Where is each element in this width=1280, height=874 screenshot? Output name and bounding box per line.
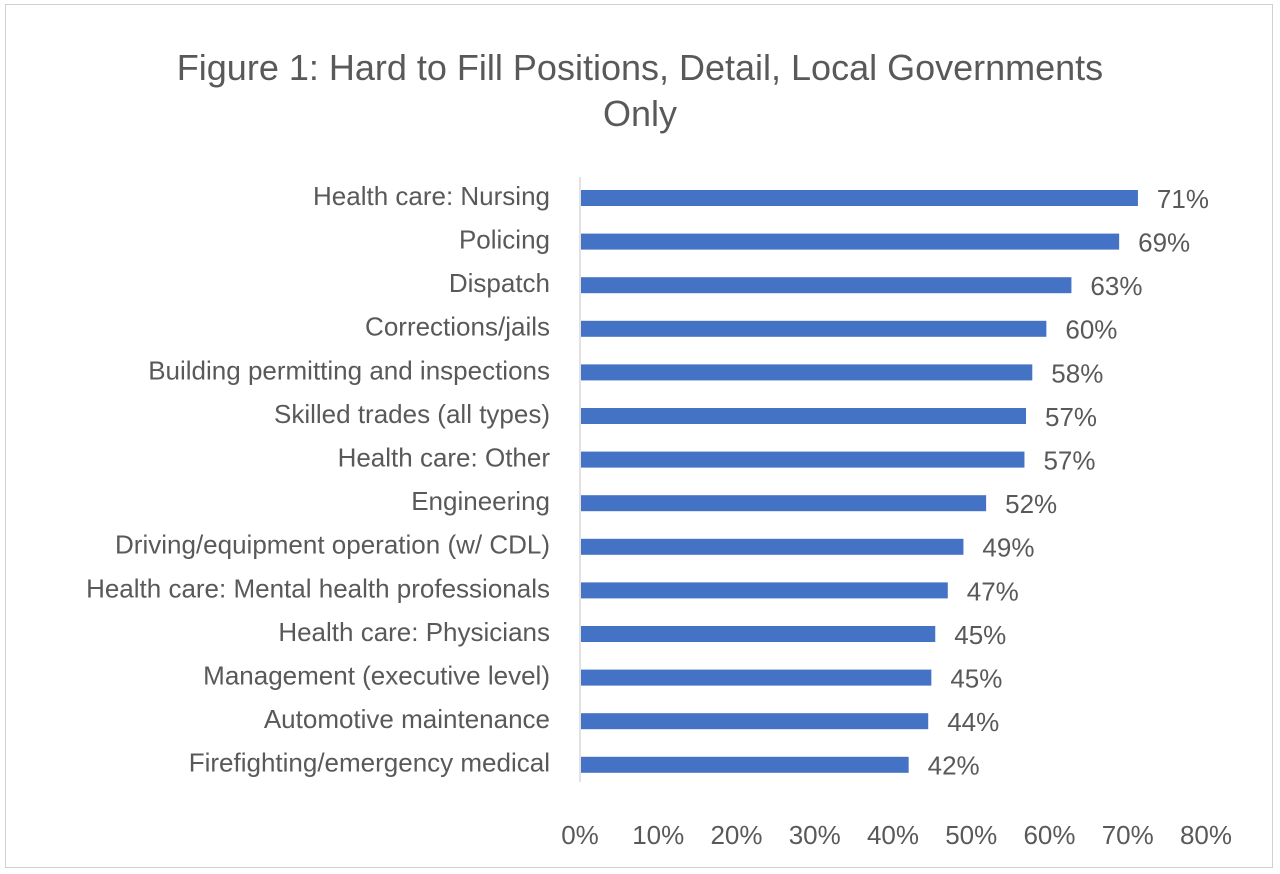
- x-tick-label: 30%: [789, 820, 841, 850]
- data-label: 69%: [1138, 227, 1190, 257]
- bar: [581, 320, 1047, 337]
- bar: [581, 364, 1033, 381]
- category-label: Health care: Nursing: [313, 181, 550, 211]
- data-label: 45%: [950, 663, 1002, 693]
- x-tick-label: 0%: [561, 820, 599, 850]
- bar: [581, 669, 932, 686]
- category-label: Dispatch: [449, 268, 550, 298]
- data-label: 44%: [947, 707, 999, 737]
- category-label: Building permitting and inspections: [148, 355, 550, 385]
- data-label: 52%: [1005, 489, 1057, 519]
- bar: [581, 277, 1072, 294]
- category-label: Policing: [459, 224, 550, 254]
- category-label: Corrections/jails: [365, 312, 550, 342]
- bar: [581, 408, 1027, 424]
- x-tick-label: 60%: [1023, 820, 1075, 850]
- chart-title-line-1: Figure 1: Hard to Fill Positions, Detail…: [176, 47, 1104, 88]
- bar: [581, 626, 936, 642]
- data-label: 71%: [1157, 184, 1209, 214]
- bar: [581, 756, 909, 773]
- category-label: Engineering: [411, 486, 550, 516]
- data-label: 47%: [967, 576, 1019, 606]
- bar: [581, 538, 964, 555]
- category-label: Firefighting/emergency medical: [189, 748, 550, 778]
- data-label: 58%: [1051, 358, 1103, 388]
- chart-title-line-2: Only: [602, 93, 678, 134]
- data-label: 42%: [928, 751, 980, 781]
- x-tick-label: 50%: [945, 820, 997, 850]
- category-label: Management (executive level): [203, 660, 550, 690]
- category-label: Health care: Physicians: [278, 617, 550, 647]
- data-label: 60%: [1065, 315, 1117, 345]
- x-tick-label: 40%: [867, 820, 919, 850]
- category-label: Skilled trades (all types): [274, 399, 550, 429]
- data-label: 49%: [982, 533, 1034, 563]
- x-tick-label: 80%: [1180, 820, 1232, 850]
- data-label: 63%: [1090, 271, 1142, 301]
- bar: [581, 495, 987, 512]
- bar: [581, 190, 1138, 206]
- data-label: 45%: [954, 620, 1006, 650]
- chart-title: Figure 1: Hard to Fill Positions, Detail…: [6, 45, 1274, 137]
- x-tick-label: 20%: [710, 820, 762, 850]
- data-label: 57%: [1043, 445, 1095, 475]
- x-tick-label: 10%: [632, 820, 684, 850]
- x-tick-label: 70%: [1102, 820, 1154, 850]
- category-label: Automotive maintenance: [264, 704, 550, 734]
- bar: [581, 451, 1025, 468]
- bar: [581, 713, 929, 730]
- bar: [581, 233, 1120, 250]
- data-label: 57%: [1045, 402, 1097, 432]
- bar: [581, 582, 948, 599]
- category-label: Health care: Other: [338, 442, 551, 472]
- category-label: Driving/equipment operation (w/ CDL): [115, 530, 550, 560]
- category-label: Health care: Mental health professionals: [86, 573, 550, 603]
